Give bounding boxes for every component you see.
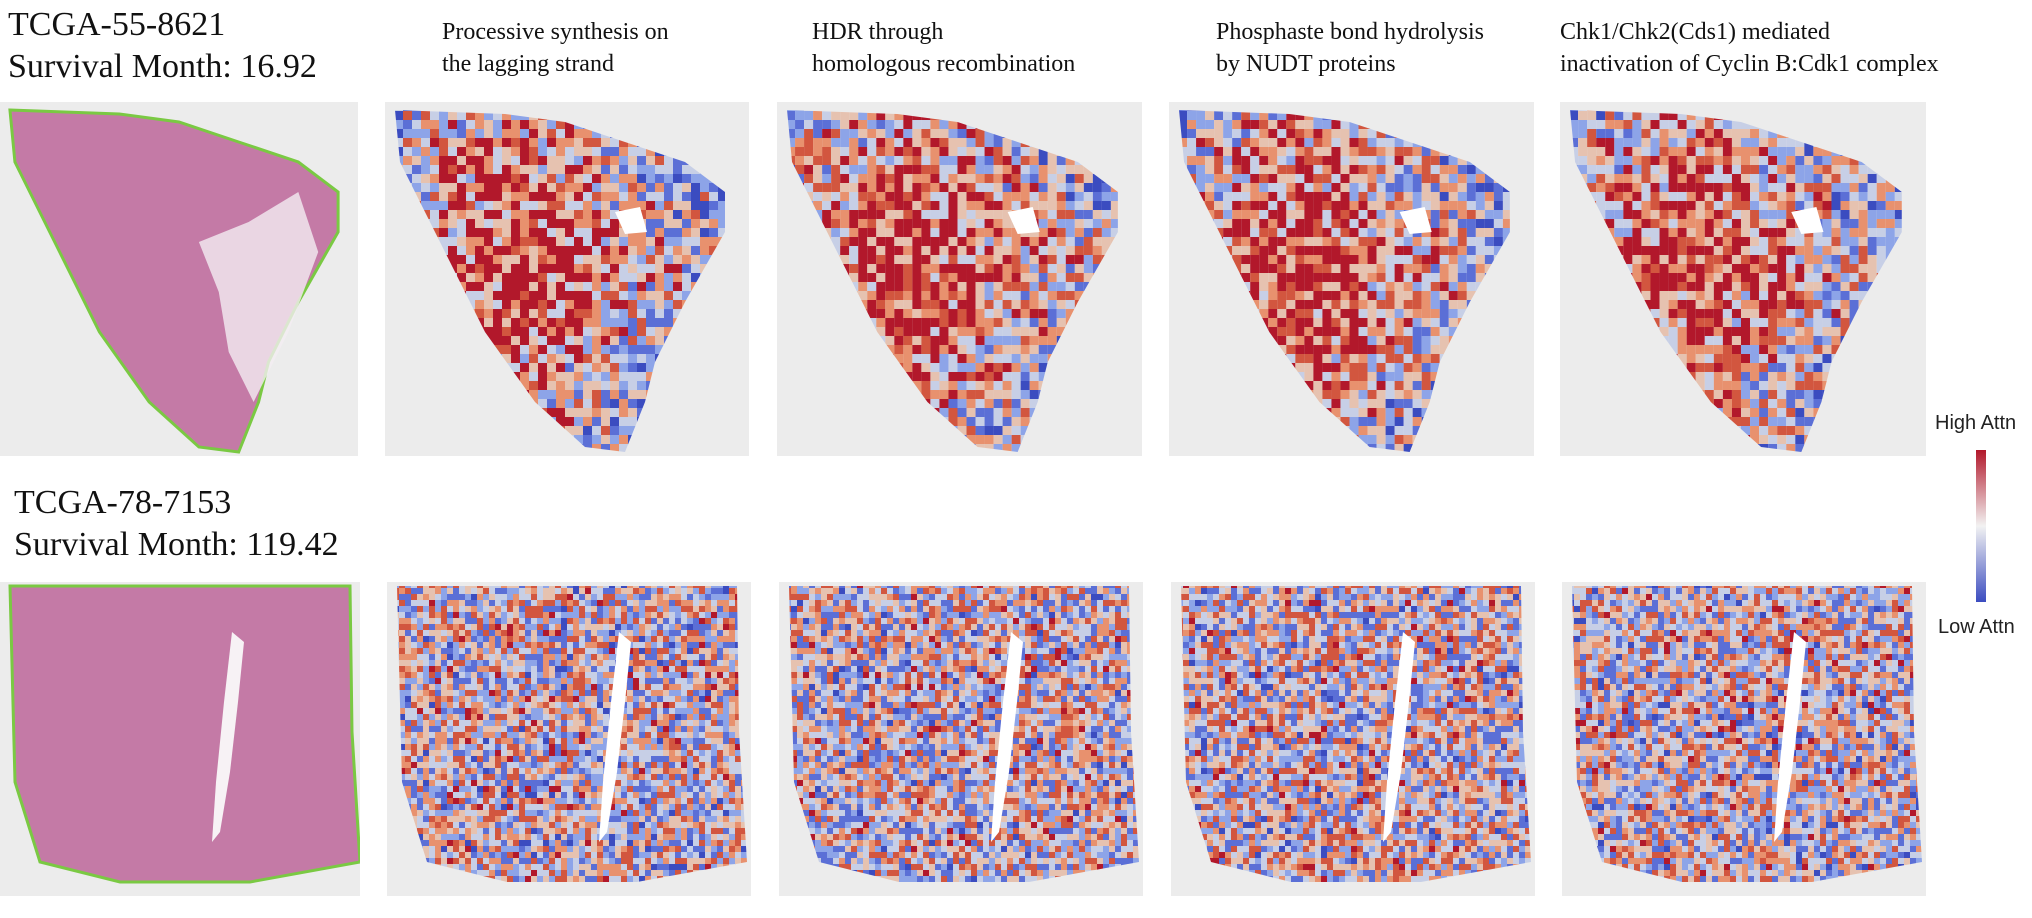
pathway-title-line: Processive synthesis on: [442, 19, 669, 45]
pathway-title-line: inactivation of Cyclin B:Cdk1 complex: [1560, 51, 1939, 77]
pathway-title-1: Processive synthesis on the lagging stra…: [442, 16, 669, 80]
case-id: TCGA-78-7153: [14, 484, 232, 521]
survival-month: Survival Month: 16.92: [8, 48, 317, 85]
attention-heatmap-row1-col1: [385, 102, 749, 456]
case-label-row1: TCGA-55-8621 Survival Month: 16.92: [8, 4, 317, 88]
attention-heatmap-row1-col2: [777, 102, 1142, 456]
pathway-title-line: Chk1/Chk2(Cds1) mediated: [1560, 19, 1830, 45]
pathway-title-line: HDR through: [812, 19, 944, 45]
pathway-title-3: Phosphaste bond hydrolysis by NUDT prote…: [1216, 16, 1484, 80]
pathway-title-line: by NUDT proteins: [1216, 51, 1396, 77]
attention-heatmap-row1-col3: [1169, 102, 1534, 456]
pathway-title-line: the lagging strand: [442, 51, 614, 77]
pathway-title-4: Chk1/Chk2(Cds1) mediated inactivation of…: [1560, 16, 1939, 80]
attention-heatmap-row2-col1: [387, 582, 751, 896]
case-label-row2: TCGA-78-7153 Survival Month: 119.42: [14, 482, 339, 566]
he-slide-row2: [0, 582, 360, 896]
attention-heatmap-row2-col2: [779, 582, 1143, 896]
pathway-title-2: HDR through homologous recombination: [812, 16, 1075, 80]
attention-heatmap-row1-col4: [1560, 102, 1926, 456]
case-id: TCGA-55-8621: [8, 6, 226, 43]
legend-low-label: Low Attn: [1938, 616, 2015, 638]
pathway-title-line: homologous recombination: [812, 51, 1076, 77]
attention-heatmap-row2-col4: [1562, 582, 1926, 896]
attention-heatmap-row2-col3: [1171, 582, 1535, 896]
legend-high-label: High Attn: [1935, 412, 2017, 434]
he-slide-row1: [0, 102, 358, 456]
pathway-title-line: Phosphaste bond hydrolysis: [1216, 19, 1485, 45]
survival-month: Survival Month: 119.42: [14, 526, 339, 563]
attention-colorbar: [1976, 450, 1986, 602]
